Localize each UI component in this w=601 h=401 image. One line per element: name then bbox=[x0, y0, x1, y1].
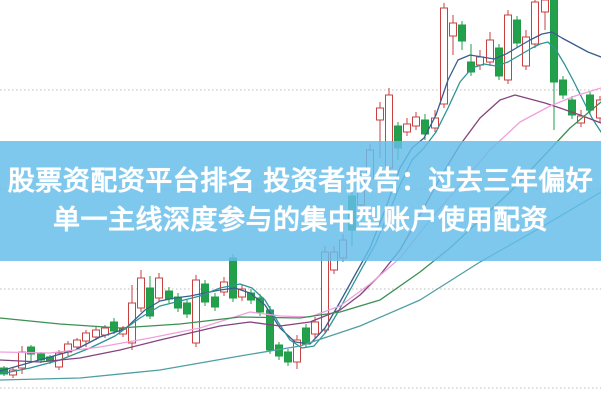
ma-fast-navy bbox=[0, 31, 601, 372]
title-line-2: 单一主线深度参与的集中型账户使用配资 bbox=[53, 205, 548, 235]
ma-mid-pink bbox=[0, 87, 601, 354]
title-line-1: 股票资配资平台排名 投资者报告：过去三年偏好 bbox=[7, 166, 594, 196]
title-overlay-band: 股票资配资平台排名 投资者报告：过去三年偏好 单一主线深度参与的集中型账户使用配… bbox=[0, 141, 601, 261]
